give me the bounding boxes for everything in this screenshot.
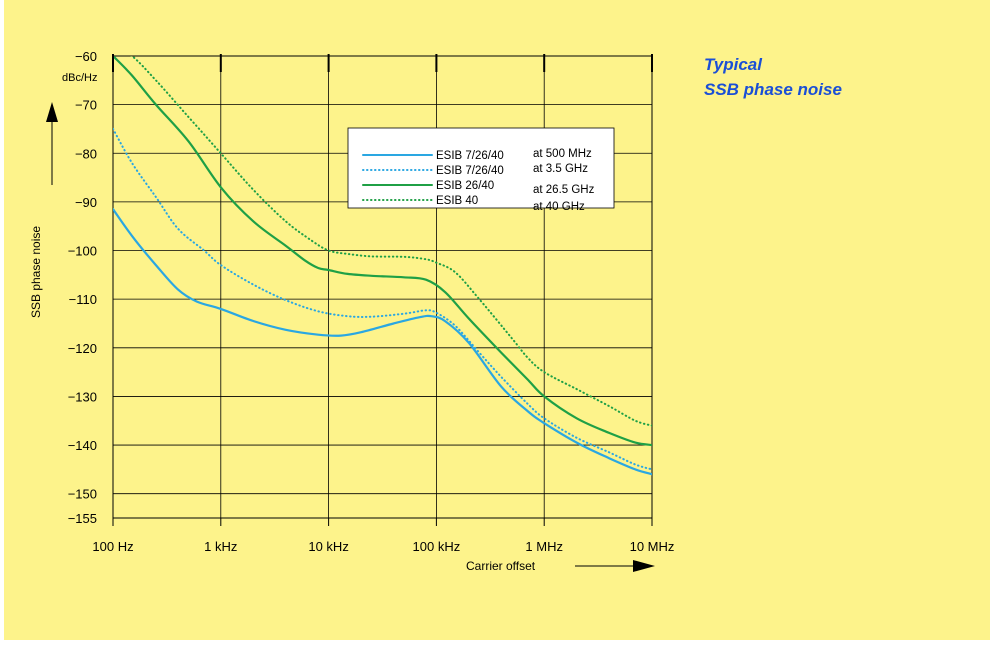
x-tick-label: 100 Hz bbox=[92, 539, 133, 554]
grid bbox=[112, 55, 653, 519]
side-title: Typical SSB phase noise bbox=[704, 52, 842, 102]
x-tick-label: 100 kHz bbox=[413, 539, 461, 554]
legend-name-2: ESIB 7/26/40 bbox=[436, 165, 504, 177]
legend: ESIB 7/26/40 at 500 MHz ESIB 7/26/40 at 3.5… bbox=[347, 127, 615, 213]
legend-name-4: ESIB 40 bbox=[436, 195, 478, 207]
x-tick-label: 1 kHz bbox=[204, 539, 237, 554]
side-title-line1: Typical bbox=[704, 55, 762, 74]
y-tick-label: −90 bbox=[75, 195, 97, 210]
y-tick-label: −110 bbox=[69, 292, 97, 307]
x-tick-label: 1 MHz bbox=[525, 539, 563, 554]
legend-note-4: at 40 GHz bbox=[533, 201, 585, 213]
y-tick-label: −155 bbox=[68, 511, 97, 526]
y-unit-label: dBc/Hz bbox=[62, 72, 97, 84]
series-line-1 bbox=[113, 208, 652, 476]
series-line-3 bbox=[113, 56, 652, 447]
x-tick-label: 10 kHz bbox=[308, 539, 348, 554]
series-line-4 bbox=[130, 56, 652, 427]
series-line-2 bbox=[113, 127, 652, 471]
y-tick-label: −150 bbox=[68, 487, 97, 502]
y-tick-label: −140 bbox=[68, 438, 97, 453]
y-tick-label: −130 bbox=[68, 389, 97, 404]
y-tick-label: −120 bbox=[68, 341, 97, 356]
y-axis-label: SSB phase noise bbox=[29, 226, 43, 318]
y-tick-label: −80 bbox=[75, 146, 97, 161]
legend-name-1: ESIB 7/26/40 bbox=[436, 150, 504, 162]
legend-name-3: ESIB 26/40 bbox=[436, 180, 494, 192]
y-tick-label: −70 bbox=[75, 98, 97, 113]
axes: 100 Hz 1 kHz 10 kHz 100 kHz 1 MHz 10 MHz −60 −7… bbox=[29, 49, 674, 573]
y-tick-label: −100 bbox=[68, 244, 97, 259]
legend-box bbox=[347, 127, 615, 209]
legend-note-1: at 500 MHz bbox=[533, 148, 592, 160]
x-axis-arrow-head bbox=[633, 560, 655, 572]
y-axis-arrow-head bbox=[46, 102, 58, 122]
x-tick-label: 10 MHz bbox=[630, 539, 675, 554]
plot-frame bbox=[112, 55, 653, 519]
legend-note-3: at 26.5 GHz bbox=[533, 184, 595, 196]
side-title-line2: SSB phase noise bbox=[704, 80, 842, 99]
x-axis-label: Carrier offset bbox=[466, 559, 536, 573]
legend-note-2: at 3.5 GHz bbox=[533, 163, 588, 175]
y-tick-label: −60 bbox=[75, 49, 97, 64]
series-group bbox=[113, 56, 652, 476]
